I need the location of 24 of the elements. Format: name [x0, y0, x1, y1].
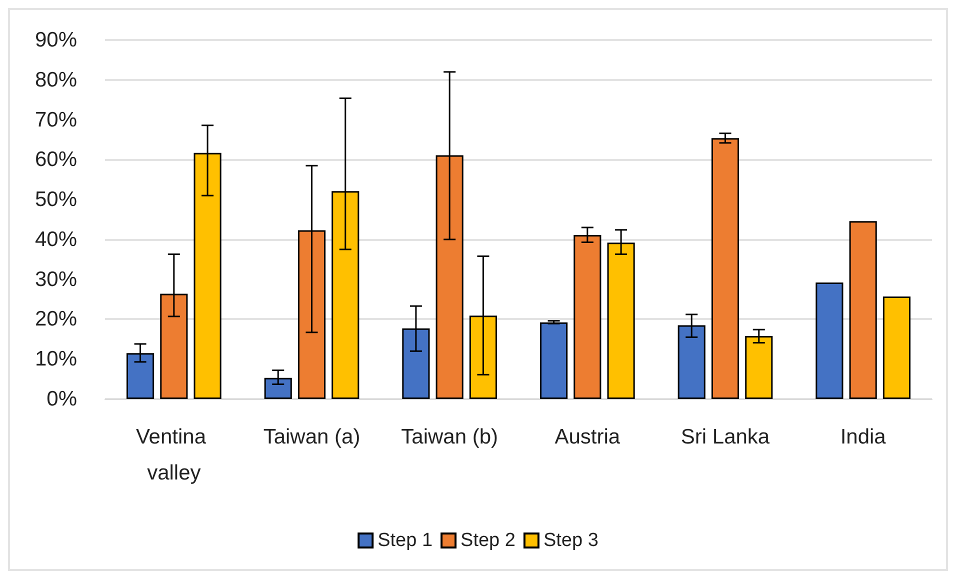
y-tick-label: 30%: [34, 268, 77, 291]
bar: [882, 296, 910, 399]
y-tick-label: 70%: [34, 108, 77, 132]
bar: [816, 282, 844, 399]
y-tick-label: 10%: [34, 348, 77, 371]
x-tick-label: Austria: [554, 426, 620, 448]
bar: [849, 221, 877, 399]
y-tick-label: 60%: [34, 148, 77, 172]
y-tick-label: 20%: [34, 308, 77, 331]
legend-label: Step 3: [543, 530, 598, 551]
x-tick-label: Taiwan (b): [401, 426, 498, 448]
legend-label: Step 2: [460, 530, 516, 551]
bar: [711, 138, 740, 399]
y-tick-label: 0%: [46, 388, 77, 410]
x-tick-label: India: [840, 426, 886, 448]
x-tick-label: Ventina valley: [136, 426, 212, 484]
x-tick-label: Taiwan (a): [263, 426, 360, 448]
y-tick-label: 40%: [34, 228, 77, 251]
y-tick-label: 50%: [34, 188, 77, 212]
x-tick-label: Sri Lanka: [680, 426, 770, 448]
bar: [540, 322, 568, 399]
y-tick-label: 90%: [34, 28, 77, 52]
legend-label: Step 1: [378, 530, 433, 551]
y-tick-label: 80%: [34, 68, 77, 92]
